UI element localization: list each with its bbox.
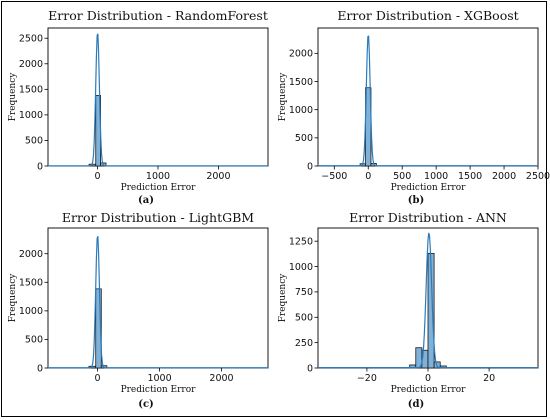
x-tick-label: 0: [365, 171, 371, 182]
x-tick-label: 0: [95, 373, 101, 384]
y-axis-label: Frequency: [278, 72, 288, 122]
y-tick-label: 0: [307, 363, 313, 374]
chart-title: Error Distribution - XGBoost: [337, 8, 518, 23]
y-tick-label: 2500: [19, 34, 43, 45]
chart-title: Error Distribution - RandomForest: [48, 8, 268, 23]
x-tick-label: 2000: [492, 171, 516, 182]
x-tick-label: 0: [95, 171, 101, 182]
y-tick-label: 500: [25, 136, 43, 147]
chart-panel-3: 0 1000 2000 0 500 1000 1500 2000 Error Distribut…: [8, 210, 269, 410]
x-tick-label: 1500: [458, 171, 482, 182]
kde-curve: [48, 236, 268, 369]
x-tick-label: 0: [425, 373, 431, 384]
plot-area: [317, 27, 539, 167]
x-tick-label: 1000: [147, 373, 171, 384]
x-tick-label: 1000: [424, 171, 448, 182]
y-tick-label: 1250: [289, 236, 313, 247]
x-tick-label: 500: [393, 171, 411, 182]
x-axis-label: Prediction Error: [121, 183, 197, 193]
x-tick-label: 1000: [146, 171, 170, 182]
x-tick-label: 20: [483, 373, 495, 384]
plot-area: [47, 227, 269, 369]
x-tick-label: 2000: [206, 171, 230, 182]
kde-curve: [318, 35, 538, 167]
x-axis-label: Prediction Error: [391, 183, 467, 193]
y-axis-label: Frequency: [8, 72, 18, 122]
y-tick-label: 1500: [19, 278, 43, 289]
y-tick-label: 500: [25, 335, 43, 346]
x-tick-label: 2500: [526, 171, 550, 182]
y-tick-label: 1500: [19, 85, 43, 96]
panel-caption: (b): [408, 195, 424, 206]
y-tick-label: 500: [295, 313, 313, 324]
histogram-bar: [95, 288, 102, 369]
y-tick-label: 1000: [19, 110, 43, 121]
y-tick-label: 2000: [19, 59, 43, 70]
plot-area: [47, 27, 269, 167]
y-tick-label: 750: [295, 287, 313, 298]
chart-title: Error Distribution - LightGBM: [62, 210, 254, 225]
x-tick-label: −500: [321, 171, 347, 182]
kde-curve: [318, 232, 538, 369]
x-tick-label: −20: [357, 373, 377, 384]
x-axis-label: Prediction Error: [391, 385, 467, 395]
panel-caption: (c): [138, 399, 154, 410]
y-tick-label: 1000: [289, 262, 313, 273]
y-tick-label: 2000: [19, 249, 43, 260]
chart-panel-2: −500 0 500 1000 1500 2000 2500 0 500 1000 1500 2000…: [278, 8, 550, 206]
chart-panel-1: 0 1000 2000 0 500 1000 1500 2000 2500 Error Distr…: [8, 8, 269, 206]
y-tick-label: 500: [295, 133, 313, 144]
y-tick-label: 0: [37, 363, 43, 374]
y-tick-label: 0: [37, 161, 43, 172]
kde-curve: [48, 33, 268, 167]
y-axis-label: Frequency: [8, 273, 18, 323]
y-axis-label: Frequency: [278, 273, 288, 323]
y-tick-label: 1000: [19, 306, 43, 317]
x-axis-label: Prediction Error: [121, 385, 197, 395]
panel-caption: (d): [408, 399, 424, 410]
y-tick-label: 250: [295, 338, 313, 349]
x-tick-label: 2000: [209, 373, 233, 384]
y-tick-label: 1500: [289, 77, 313, 88]
chart-title: Error Distribution - ANN: [349, 210, 507, 225]
y-tick-label: 2000: [289, 49, 313, 60]
y-tick-label: 1000: [289, 105, 313, 116]
chart-panel-4: −20 0 20 0 250 500 750 1000 1250 Error Distributi…: [278, 210, 539, 410]
panel-caption: (a): [138, 195, 154, 206]
y-tick-label: 0: [307, 161, 313, 172]
